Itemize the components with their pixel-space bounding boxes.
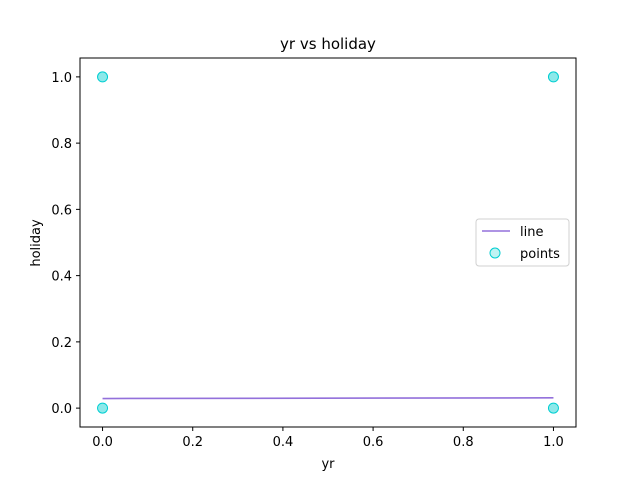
y-axis-label: holiday <box>29 219 44 267</box>
scatter-point <box>547 71 559 83</box>
x-tick-label: 1.0 <box>543 435 564 450</box>
legend-point-swatch <box>489 247 501 259</box>
x-tick-label: 0.2 <box>182 435 203 450</box>
chart-title: yr vs holiday <box>280 35 376 53</box>
plot-frame <box>79 57 577 428</box>
y-tick-label: 0.4 <box>51 270 72 285</box>
x-tick-label: 0.6 <box>363 435 384 450</box>
legend: line points <box>475 218 570 267</box>
plot-marks <box>97 71 559 414</box>
x-tick-label: 0.4 <box>273 435 294 450</box>
scatter-point <box>547 402 559 414</box>
y-tick-label: 1.0 <box>51 71 72 86</box>
y-tick-label: 0.0 <box>51 402 72 417</box>
scatter-point <box>97 402 109 414</box>
axis-ticks: 0.0 0.2 0.4 0.6 0.8 1.0 0.0 0.2 0.4 0.6 0.8 1.0 <box>51 71 563 450</box>
y-tick-label: 0.2 <box>51 336 72 351</box>
x-tick-label: 0.8 <box>453 435 474 450</box>
legend-label-points: points <box>520 247 560 262</box>
legend-label-line: line <box>520 225 543 240</box>
scatter-point <box>97 71 109 83</box>
series-line-line <box>102 397 554 400</box>
y-tick-label: 0.8 <box>51 137 72 152</box>
x-tick-label: 0.0 <box>92 435 113 450</box>
x-axis-label: yr <box>321 457 335 472</box>
y-tick-label: 0.6 <box>51 203 72 218</box>
